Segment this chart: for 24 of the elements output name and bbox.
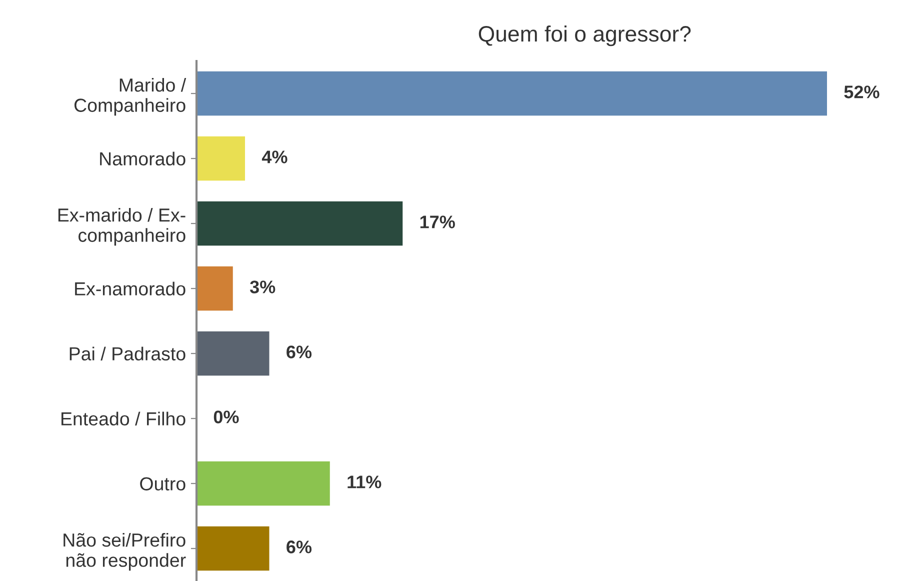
y-tick-label: Ex-namorado	[75, 282, 186, 296]
data-label: 17%	[420, 216, 455, 228]
bar	[196, 266, 233, 311]
bar	[196, 136, 246, 181]
data-label: 0%	[214, 410, 239, 424]
bar	[196, 461, 330, 506]
data-label: 52%	[844, 86, 880, 98]
y-tick-label: Marido / Companheiro	[74, 78, 186, 116]
y-tick-label: Enteado / Filho	[62, 412, 186, 426]
data-label: 11%	[348, 476, 382, 488]
y-tick-label: Namorado	[100, 152, 186, 166]
data-label: 4%	[262, 150, 288, 164]
y-tick-label: Não sei/Prefiro não responder	[64, 532, 186, 571]
data-label: 3%	[250, 280, 276, 294]
y-tick-label: Ex-marido / Ex- companheiro	[58, 208, 186, 246]
chart-title: Quem foi o agressor?	[478, 25, 691, 46]
data-label: 6%	[286, 540, 312, 554]
bar	[196, 331, 270, 376]
y-tick-label: Outro	[140, 477, 186, 490]
bar	[196, 526, 270, 571]
data-label: 6%	[286, 346, 312, 358]
y-tick-label: Pai / Padrasto	[70, 346, 186, 360]
bar	[196, 71, 827, 116]
bar	[196, 201, 403, 246]
